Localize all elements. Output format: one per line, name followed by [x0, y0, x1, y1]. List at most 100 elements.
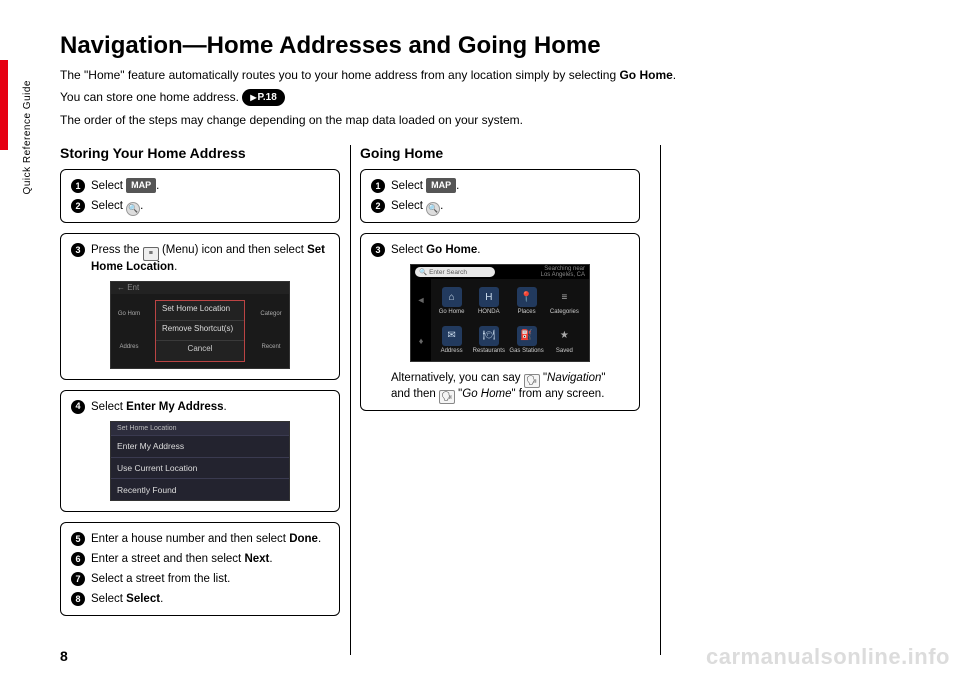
text: Select: [91, 200, 126, 212]
box-gh-steps-1-2: 1 Select MAP. 2 Select 🔍.: [360, 169, 640, 223]
text: ": [540, 372, 547, 384]
text: Select: [91, 180, 126, 192]
step-number: 3: [371, 243, 385, 257]
text: .: [140, 200, 143, 212]
voice-icon: 🗣: [439, 390, 455, 404]
ss-tile-go-home: ⌂ Go Home: [435, 283, 468, 319]
ss-right-col: Categor Recent: [253, 294, 289, 368]
bold-label: Enter My Address: [126, 401, 223, 413]
map-button-icon: MAP: [426, 178, 456, 193]
ss-topbar: 🔍 Enter Search Searching near Los Angele…: [411, 265, 589, 279]
ss-tile-address: ✉ Address: [435, 322, 468, 358]
tile-icon: ≡: [554, 287, 574, 307]
text: .: [318, 533, 321, 545]
tile-label: HONDA: [478, 309, 500, 315]
tile-label: Go Home: [439, 309, 465, 315]
ss-tile-grid: ⌂ Go Home H HONDA 📍Places ≡ Categories ✉ Add…: [431, 279, 589, 361]
ss-tile-places: 📍Places: [509, 283, 543, 319]
step-number: 1: [71, 179, 85, 193]
intro-block: The "Home" feature automatically routes …: [60, 66, 930, 129]
tile-icon: ⌂: [442, 287, 462, 307]
ss-row: Recently Found: [111, 478, 289, 500]
step-number: 2: [71, 199, 85, 213]
step-7: 7 Select a street from the list.: [71, 571, 329, 587]
tile-label: Restaurants: [473, 348, 505, 354]
page-number: 8: [60, 648, 68, 664]
ss-cell: Recent: [261, 344, 280, 350]
go-home-label: Go Home: [619, 68, 672, 82]
ss-header: Set Home Location: [111, 422, 289, 435]
step-3: 3 Select Go Home.: [371, 242, 629, 258]
tile-icon: ✉: [442, 326, 462, 346]
tile-icon: H: [479, 287, 499, 307]
step-2: 2 Select 🔍.: [371, 198, 629, 214]
column-storing: Storing Your Home Address 1 Select MAP. …: [60, 145, 340, 626]
heading-going-home: Going Home: [360, 145, 640, 161]
box-steps-1-2: 1 Select MAP. 2 Select 🔍.: [60, 169, 340, 223]
ss-tile-restaurants: 🍽 Restaurants: [472, 322, 505, 358]
text: Alternatively, you can say: [391, 372, 524, 384]
box-gh-step-3: 3 Select Go Home. 🔍 Enter Search Searchi…: [360, 233, 640, 411]
ss-row: Enter My Address: [111, 435, 289, 457]
text: (Menu) icon and then select: [159, 244, 307, 256]
ss-tile-saved: ★Saved: [548, 322, 581, 358]
step-number: 8: [71, 592, 85, 606]
step-text: Press the ≡ (Menu) icon and then select …: [91, 242, 329, 275]
page-ref-badge: P.18: [242, 89, 284, 106]
step-text: Enter a street and then select Next.: [91, 551, 329, 567]
tile-icon: 📍: [517, 287, 537, 307]
intro-line-3: The order of the steps may change depend…: [60, 111, 930, 129]
text: Select: [391, 200, 426, 212]
text: .: [224, 401, 227, 413]
tile-label: Gas Stations: [509, 348, 543, 354]
section-tab: [0, 60, 8, 150]
column-going-home: Going Home 1 Select MAP. 2 Select 🔍.: [360, 145, 640, 421]
voice-command: Go Home: [462, 388, 511, 400]
text: .: [673, 68, 676, 82]
ss-cell: Go Hom: [118, 311, 140, 317]
step-1: 1 Select MAP.: [71, 178, 329, 194]
ss-row: Use Current Location: [111, 457, 289, 479]
search-icon: 🔍: [419, 268, 427, 276]
voice-icon: 🗣: [524, 374, 540, 388]
step-number: 4: [71, 400, 85, 414]
voice-alternative-text: Alternatively, you can say 🗣 "Navigation…: [371, 370, 629, 402]
text: .: [269, 553, 272, 565]
text: .: [174, 261, 177, 273]
tile-icon: 🍽: [479, 326, 499, 346]
step-number: 5: [71, 532, 85, 546]
ss-popup-row: Set Home Location: [156, 301, 244, 321]
screenshot-enter-address: Set Home Location Enter My Address Use C…: [110, 421, 290, 501]
tile-label: Categories: [550, 309, 579, 315]
step-text: Select MAP.: [391, 178, 629, 194]
text: Select: [91, 593, 126, 605]
search-icon: 🔍: [126, 202, 140, 216]
bold-label: Select: [126, 593, 160, 605]
text: .: [477, 244, 480, 256]
box-steps-5-8: 5 Enter a house number and then select D…: [60, 522, 340, 616]
text: " from any screen.: [511, 388, 604, 400]
ss-popup-row: Remove Shortcut(s): [156, 321, 244, 341]
bold-label: Go Home: [426, 244, 477, 256]
text: Select: [91, 401, 126, 413]
tile-label: Address: [441, 348, 463, 354]
ss-cell: Addres: [119, 344, 138, 350]
text: .: [160, 593, 163, 605]
step-1: 1 Select MAP.: [371, 178, 629, 194]
text: .: [156, 180, 159, 192]
ss-topbar: ← Ent: [111, 282, 289, 294]
ss-tile-honda: H HONDA: [472, 283, 505, 319]
step-number: 2: [371, 199, 385, 213]
step-text: Enter a house number and then select Don…: [91, 531, 329, 547]
box-step-4: 4 Select Enter My Address. Set Home Loca…: [60, 390, 340, 512]
text: Press the: [91, 244, 143, 256]
text: .: [440, 200, 443, 212]
step-number: 7: [71, 572, 85, 586]
ss-location: Searching near Los Angeles, CA: [541, 266, 585, 279]
menu-icon: ≡: [143, 247, 159, 261]
watermark: carmanualsonline.info: [706, 644, 950, 670]
step-3: 3 Press the ≡ (Menu) icon and then selec…: [71, 242, 329, 275]
ss-loc-line: Searching near: [541, 266, 585, 273]
page-content: Navigation—Home Addresses and Going Home…: [60, 32, 930, 626]
heading-storing: Storing Your Home Address: [60, 145, 340, 161]
